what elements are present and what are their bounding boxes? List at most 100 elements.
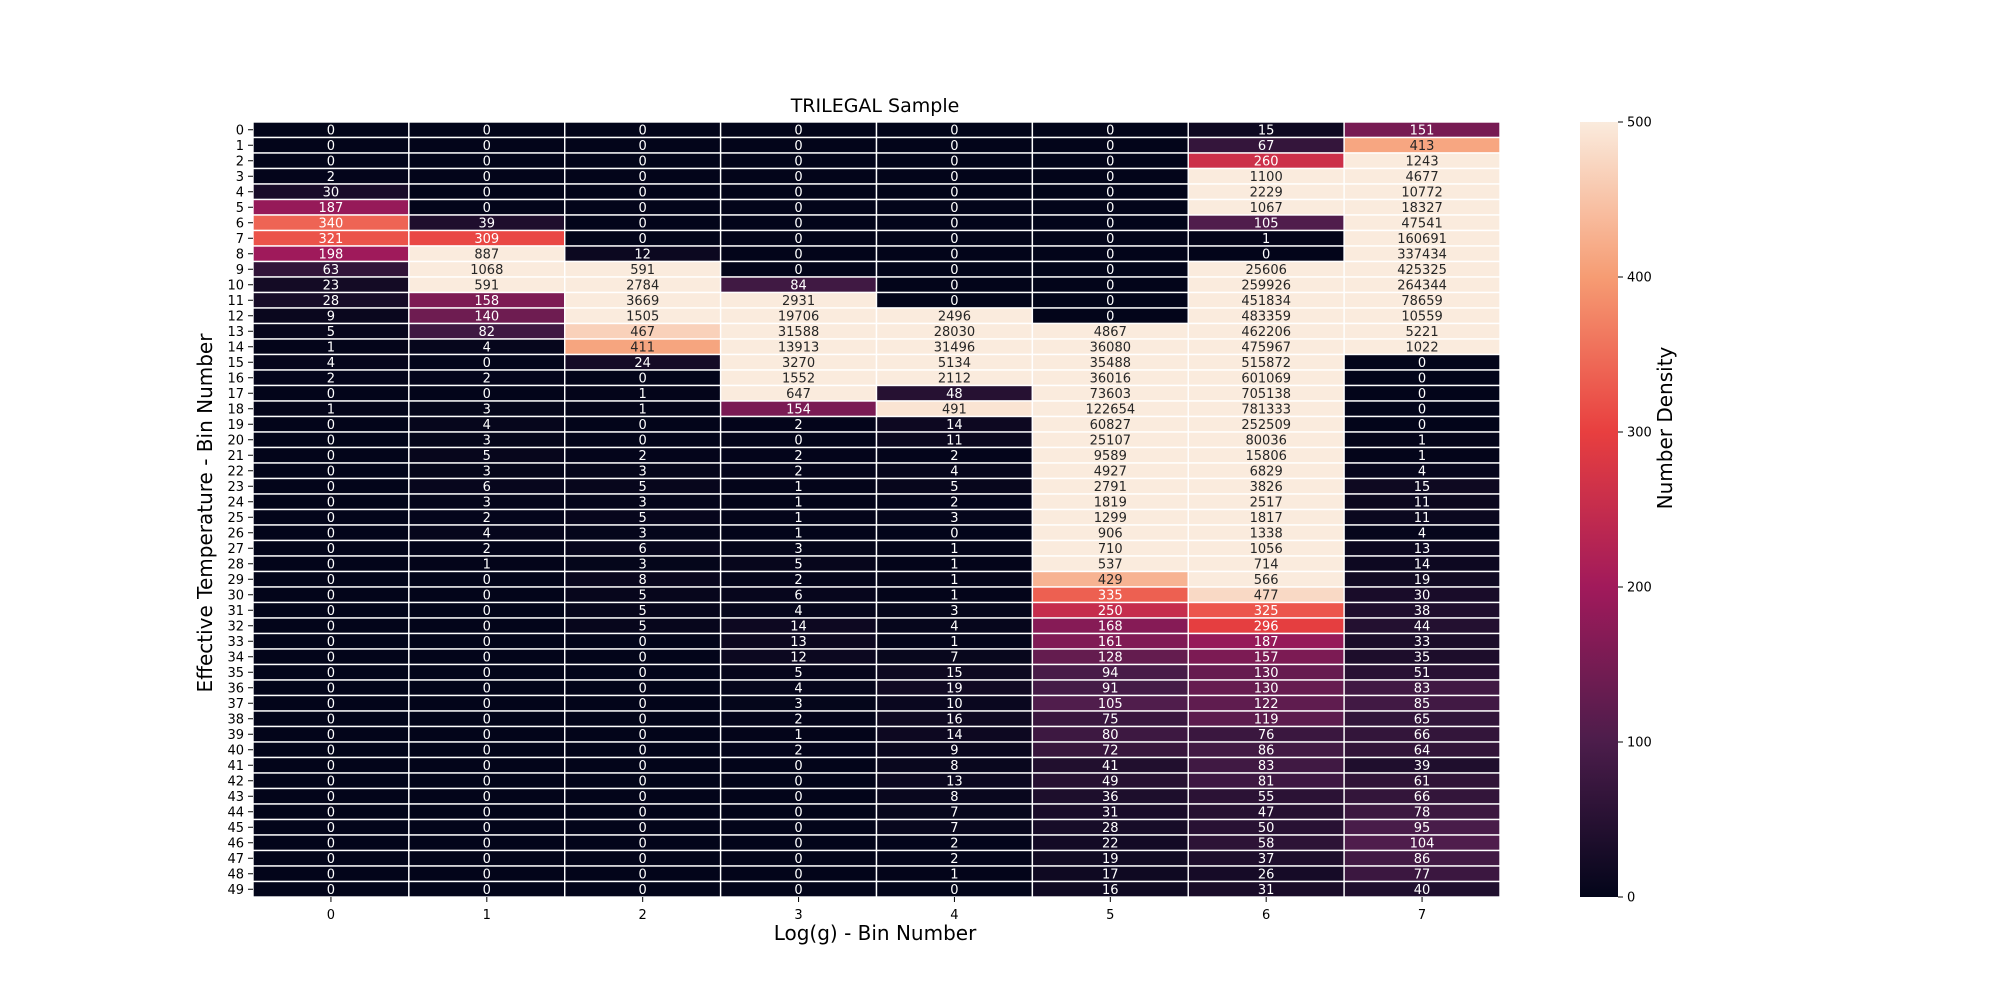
cell-value-label: 160691 [1397,232,1447,247]
cell-value-label: 84 [790,278,807,293]
y-tick-label: 23 [227,480,244,495]
cell-value-label: 151 [1410,123,1435,138]
cell-value-label: 0 [950,278,958,293]
cell-value-label: 0 [639,433,647,448]
y-tick-label: 49 [227,883,244,898]
cell-value-label: 47541 [1401,216,1442,231]
cell-value-label: 0 [639,418,647,433]
cell-value-label: 3 [639,495,647,510]
y-tick-label: 10 [227,278,244,293]
y-tick-label: 5 [236,201,244,216]
cell-value-label: 12 [790,650,807,665]
cell-value-label: 6 [483,480,491,495]
y-tick-label: 38 [227,712,244,727]
cell-value-label: 30 [1414,588,1431,603]
cell-value-label: 63 [323,263,340,278]
cell-value-label: 9 [950,743,958,758]
y-tick-label: 15 [227,356,244,371]
y-tick-label: 12 [227,309,244,324]
cell-value-label: 7 [950,650,958,665]
cell-value-label: 0 [327,139,335,154]
cell-value-label: 11 [946,433,963,448]
cell-value-label: 168 [1098,619,1123,634]
cell-value-label: 0 [483,604,491,619]
y-tick-label: 37 [227,697,244,712]
y-tick-label: 47 [227,852,244,867]
cell-value-label: 154 [786,402,811,417]
cell-value-label: 2 [950,836,958,851]
cell-value-label: 11 [1414,495,1431,510]
cell-value-label: 0 [794,774,802,789]
cell-value-label: 15806 [1246,449,1287,464]
cell-value-label: 75 [1102,712,1119,727]
cell-value-label: 40 [1414,883,1431,898]
cell-value-label: 0 [794,247,802,262]
cell-value-label: 537 [1098,557,1123,572]
cell-value-label: 1 [950,573,958,588]
cell-value-label: 0 [327,480,335,495]
cell-value-label: 335 [1098,588,1123,603]
cell-value-label: 0 [1106,263,1114,278]
cell-value-label: 309 [474,232,499,247]
cell-value-label: 0 [1106,309,1114,324]
cell-value-label: 19 [946,681,963,696]
cell-value-label: 66 [1414,728,1431,743]
cell-value-label: 714 [1254,557,1279,572]
cell-value-label: 0 [1106,201,1114,216]
cell-value-label: 80036 [1246,433,1287,448]
cell-value-label: 477 [1254,588,1279,603]
cell-value-label: 104 [1410,836,1435,851]
cell-value-label: 5 [639,604,647,619]
cell-value-label: 4 [327,356,335,371]
y-tick-label: 14 [227,340,244,355]
cell-value-label: 0 [327,681,335,696]
cell-value-label: 23 [323,278,340,293]
y-tick-label: 28 [227,557,244,572]
cell-value-label: 483359 [1241,309,1291,324]
cell-value-label: 0 [483,790,491,805]
cell-value-label: 2112 [938,371,971,386]
cell-value-label: 28030 [934,325,975,340]
cell-value-label: 94 [1102,666,1119,681]
cell-value-label: 0 [950,154,958,169]
cell-value-label: 1 [639,387,647,402]
cell-value-label: 0 [639,836,647,851]
cell-value-label: 2791 [1094,480,1127,495]
cell-value-label: 13 [1414,542,1431,557]
cell-value-label: 0 [483,867,491,882]
cell-value-label: 12 [634,247,651,262]
cell-value-label: 5 [794,557,802,572]
y-tick-label: 26 [227,526,244,541]
cell-value-label: 78 [1414,805,1431,820]
cell-value-label: 3 [483,464,491,479]
y-tick-label: 44 [227,805,244,820]
cell-value-label: 0 [794,201,802,216]
x-tick-label: 3 [794,908,802,923]
cell-value-label: 250 [1098,604,1123,619]
cell-value-label: 2 [639,449,647,464]
y-tick-label: 11 [227,294,244,309]
y-tick-label: 48 [227,867,244,882]
cell-value-label: 0 [483,356,491,371]
cell-value-label: 0 [639,805,647,820]
cell-value-label: 0 [483,697,491,712]
y-tick-label: 29 [227,573,244,588]
cell-value-label: 0 [483,387,491,402]
cell-value-label: 4 [483,526,491,541]
cell-value-label: 0 [327,526,335,541]
cell-value-label: 0 [327,604,335,619]
cell-value-label: 0 [327,759,335,774]
cell-value-label: 65 [1414,712,1431,727]
cell-value-label: 260 [1254,154,1279,169]
cell-value-label: 1505 [626,309,659,324]
y-tick-label: 21 [227,449,244,464]
cell-value-label: 83 [1414,681,1431,696]
y-tick-label: 8 [236,247,244,262]
colorbar-tick-label: 400 [1627,271,1652,286]
cell-value-label: 1067 [1250,201,1283,216]
cell-value-label: 0 [1418,387,1426,402]
cell-value-label: 140 [474,309,499,324]
x-tick-label: 7 [1418,908,1426,923]
